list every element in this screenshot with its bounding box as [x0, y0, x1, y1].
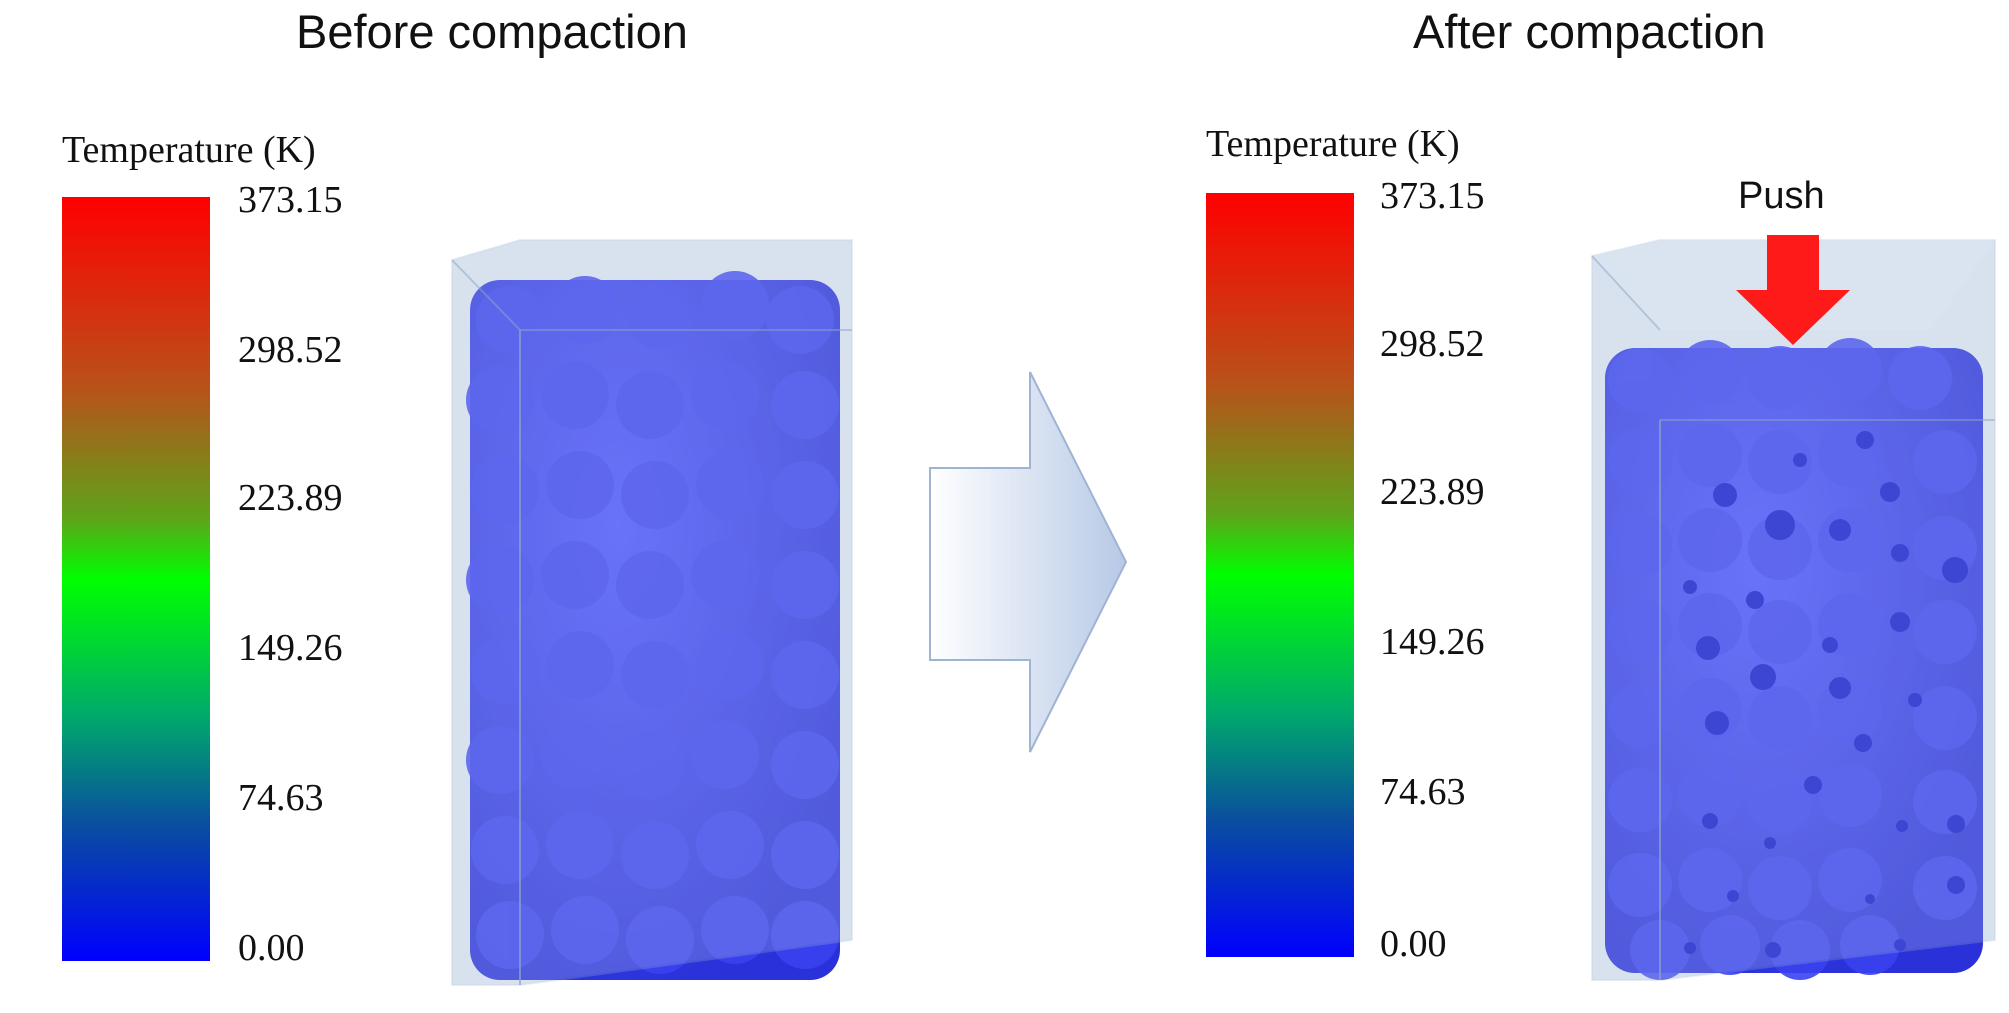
- after-tick-6: 0.00: [1380, 923, 1447, 965]
- before-tick-1: 373.15: [238, 179, 343, 221]
- process-arrow: [929, 371, 1128, 753]
- before-colorbar: [62, 197, 210, 961]
- after-tick-2: 298.52: [1380, 323, 1485, 365]
- before-tick-6: 0.00: [238, 927, 305, 969]
- before-particles: [470, 280, 840, 980]
- after-tick-3: 223.89: [1380, 471, 1485, 513]
- contact-spots: [1683, 431, 1968, 958]
- after-particle-bed: [1591, 239, 1996, 981]
- before-tick-2: 298.52: [238, 329, 343, 371]
- after-tick-5: 74.63: [1380, 771, 1466, 813]
- after-colorbar: [1206, 193, 1354, 957]
- before-legend-title: Temperature (K): [62, 129, 316, 171]
- push-label: Push: [1738, 175, 1825, 217]
- before-tick-4: 149.26: [238, 627, 343, 669]
- before-title: Before compaction: [296, 5, 688, 58]
- push-arrow: [1736, 235, 1850, 345]
- before-tick-3: 223.89: [238, 477, 343, 519]
- after-legend-title: Temperature (K): [1206, 123, 1460, 165]
- after-title: After compaction: [1413, 5, 1766, 58]
- before-particle-bed: [451, 239, 853, 986]
- after-tick-4: 149.26: [1380, 621, 1485, 663]
- after-tick-1: 373.15: [1380, 175, 1485, 217]
- before-tick-5: 74.63: [238, 777, 324, 819]
